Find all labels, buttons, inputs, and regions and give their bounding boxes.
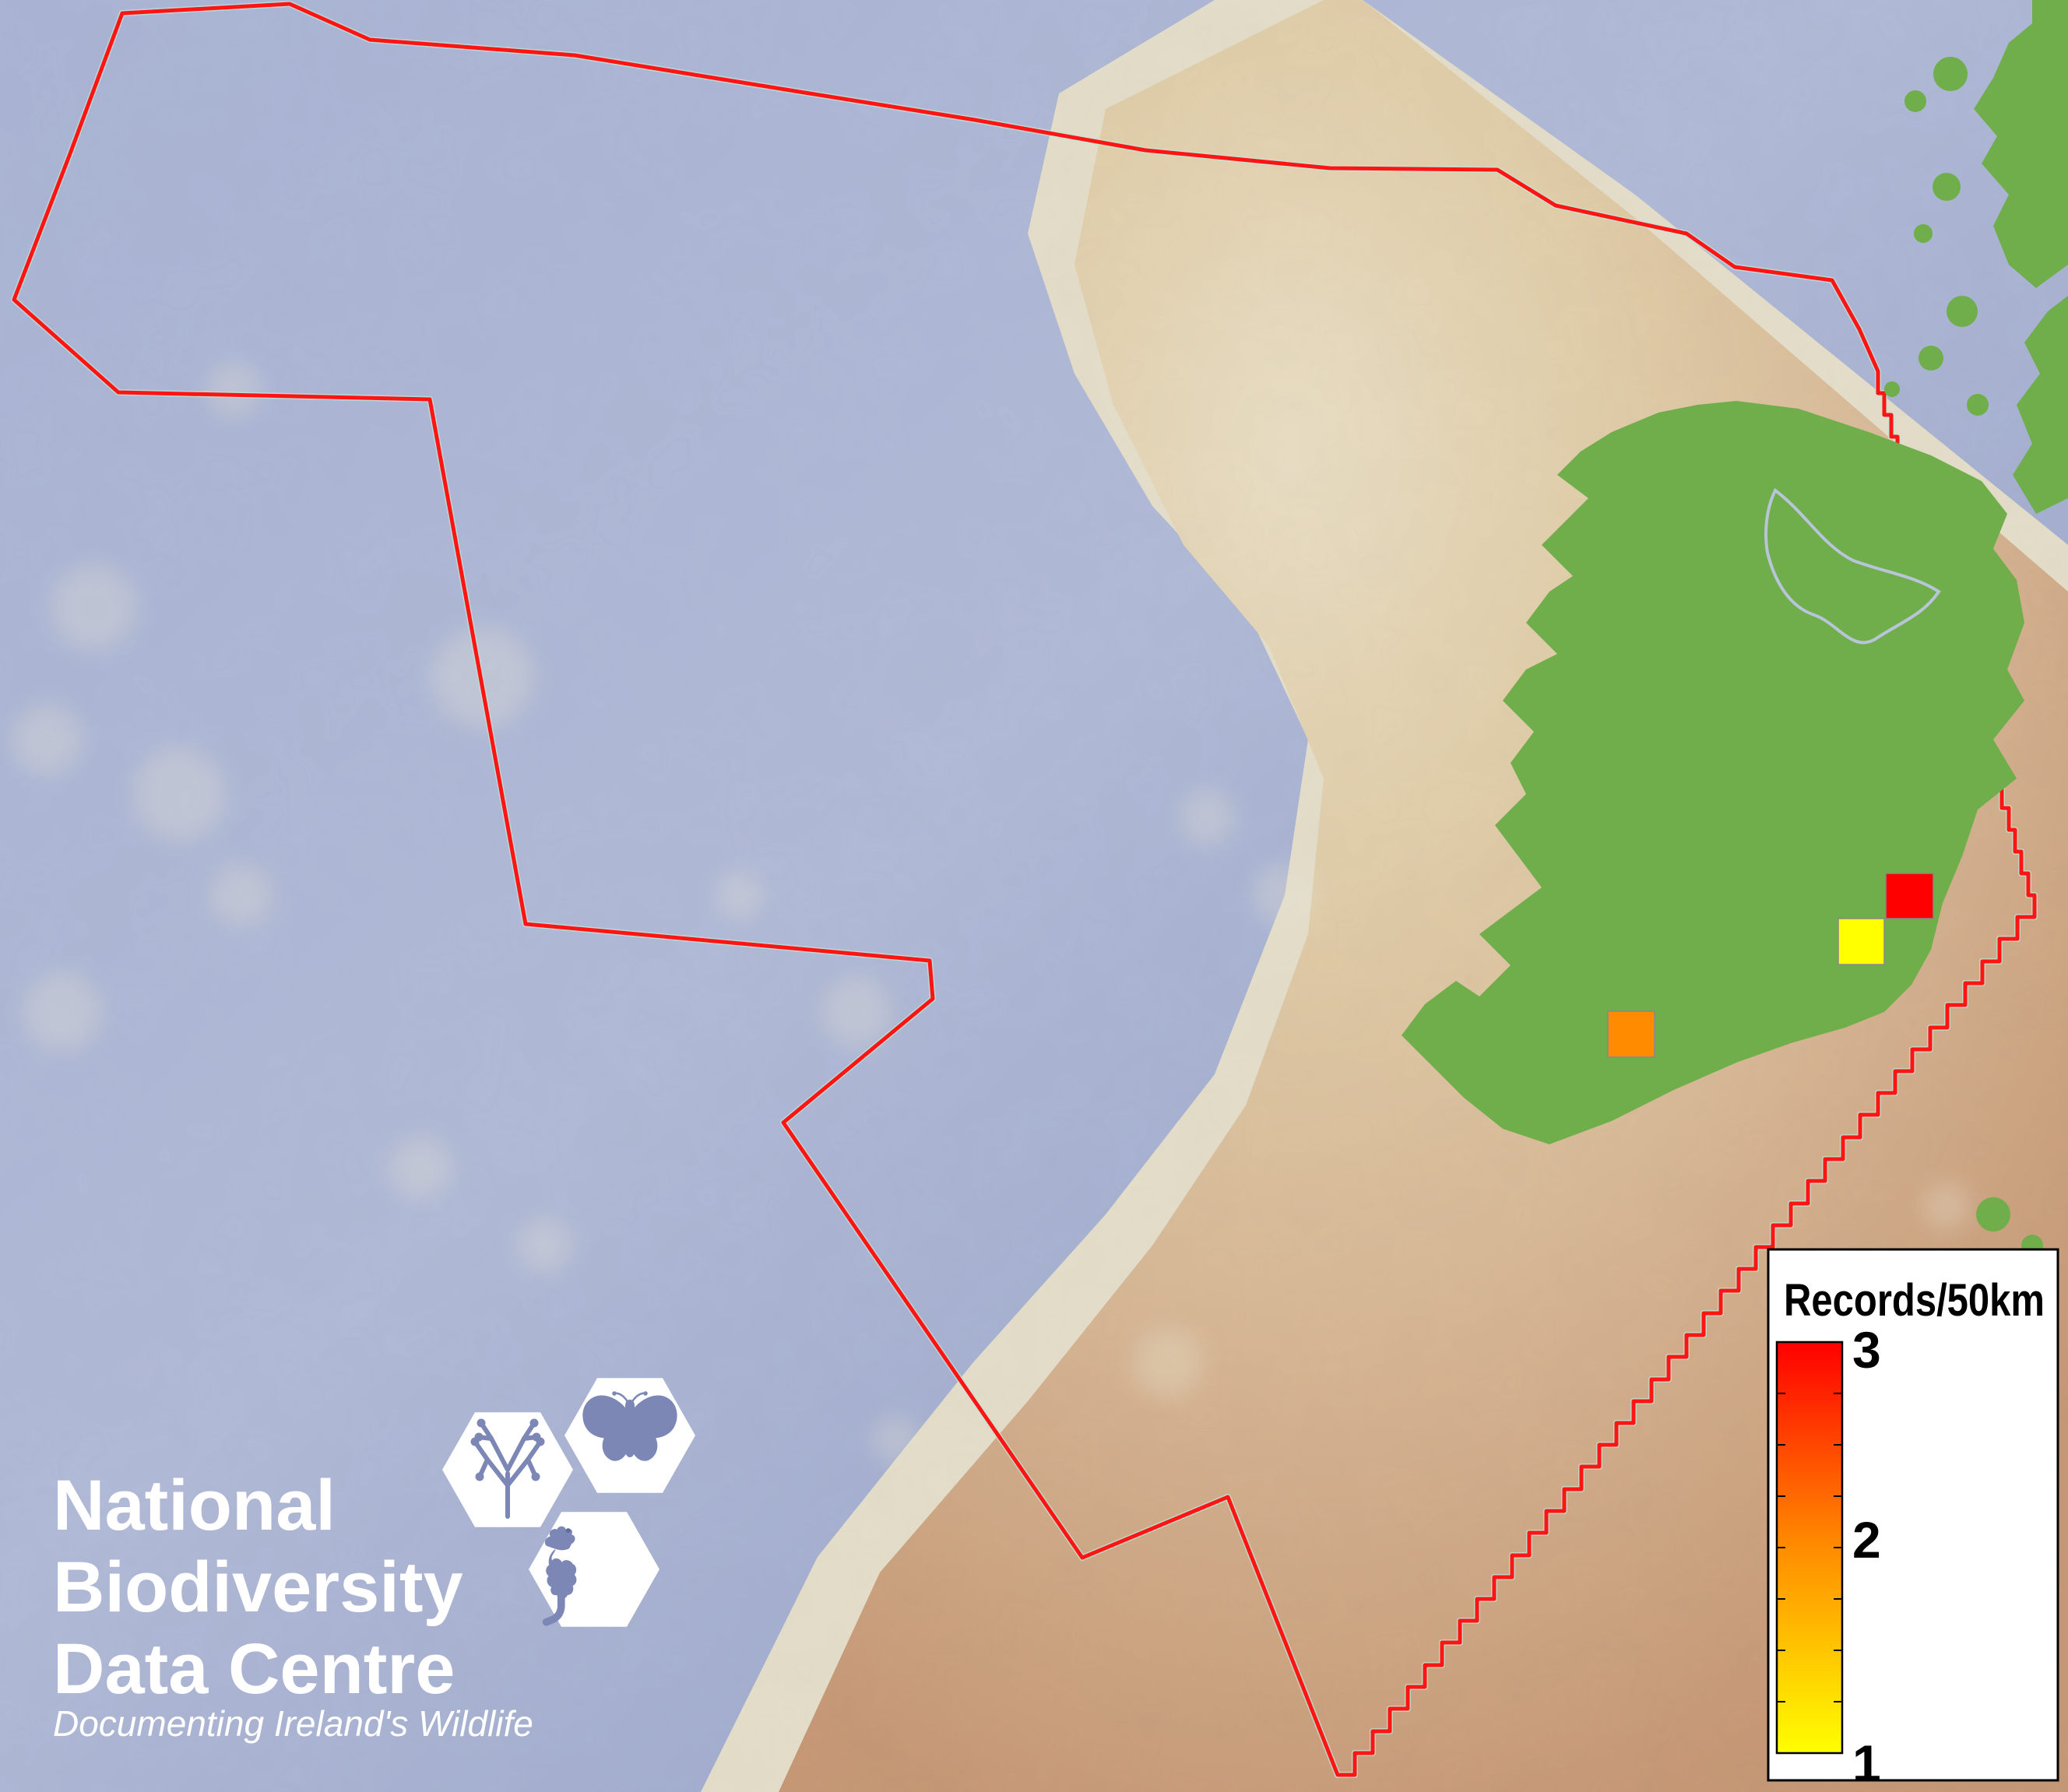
svg-text:National: National bbox=[53, 1466, 336, 1545]
svg-text:Records/50km: Records/50km bbox=[1784, 1275, 2045, 1326]
svg-text:Biodiversity: Biodiversity bbox=[53, 1548, 463, 1627]
svg-text:1: 1 bbox=[1852, 1734, 1881, 1792]
svg-text:3: 3 bbox=[1852, 1321, 1881, 1379]
svg-text:Documenting Ireland's Wildlife: Documenting Ireland's Wildlife bbox=[53, 1703, 533, 1744]
svg-text:Data Centre: Data Centre bbox=[53, 1629, 455, 1709]
svg-text:2: 2 bbox=[1852, 1511, 1881, 1569]
